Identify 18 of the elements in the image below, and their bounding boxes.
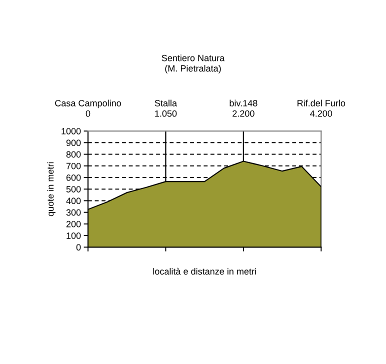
chart-title: Sentiero Natura (M. Pietralata)	[162, 54, 225, 74]
x-tick-label: biv.148 2.200	[230, 100, 258, 117]
y-tick-label: 0	[76, 244, 81, 251]
y-tick-label: 700	[66, 162, 81, 170]
x-tick-label: Stalla 1.050	[154, 100, 178, 117]
y-tick-label: 800	[66, 151, 81, 158]
y-tick-label: 500	[66, 186, 81, 192]
y-tick-label: 100	[66, 232, 81, 239]
y-tick-label: 600	[66, 174, 81, 181]
y-axis-title: quote in metri	[47, 162, 56, 216]
y-tick-label: 900	[66, 140, 81, 146]
x-axis-title: località e distanze in metri	[153, 268, 256, 275]
y-tick-label: 1000	[62, 128, 81, 134]
y-tick-label: 400	[66, 198, 81, 204]
x-tick-label: Rif.del Furlo 4.200	[298, 100, 346, 117]
x-tick-label: Casa Campolino 0	[55, 100, 121, 117]
y-tick-label: 300	[66, 209, 81, 216]
y-tick-label: 200	[66, 220, 81, 228]
